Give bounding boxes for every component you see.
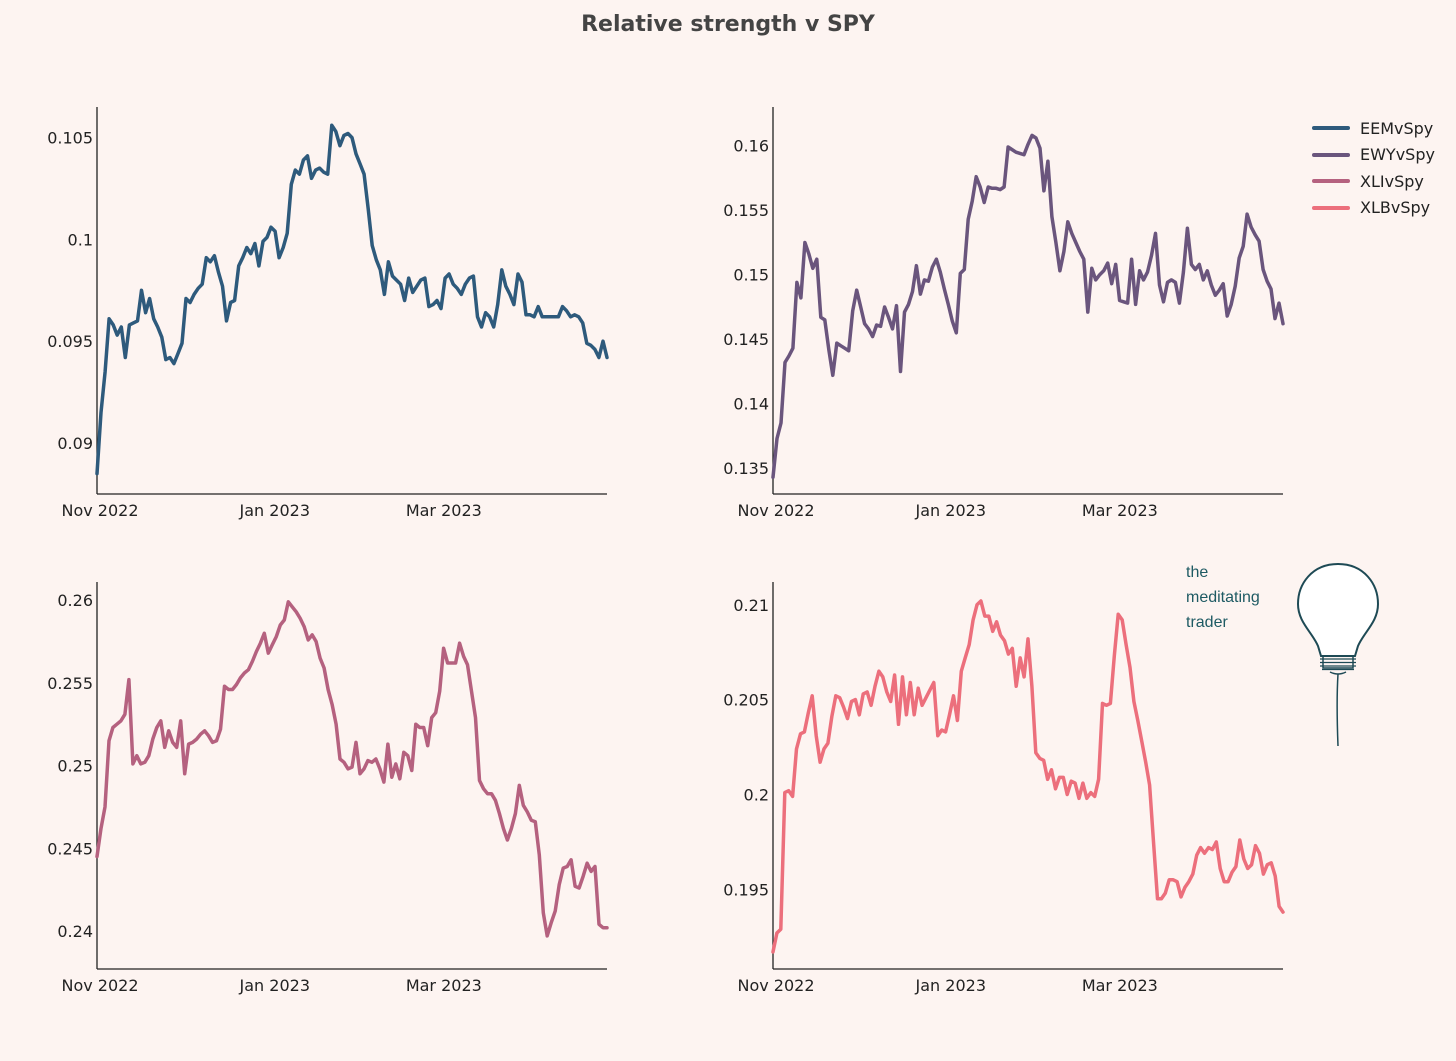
legend-swatch <box>1312 126 1350 131</box>
legend-label: EWYvSpy <box>1360 145 1435 165</box>
x-tick-label: Jan 2023 <box>915 976 986 995</box>
legend-label: EEMvSpy <box>1360 118 1434 138</box>
y-tick-label: 0.09 <box>57 434 93 453</box>
x-tick-label: Jan 2023 <box>915 501 986 520</box>
chart-title: Relative strength v SPY <box>581 12 875 37</box>
x-tick-label: Jan 2023 <box>239 501 310 520</box>
y-tick-label: 0.095 <box>47 332 93 351</box>
x-tick-label: Nov 2022 <box>737 976 814 995</box>
x-tick-label: Nov 2022 <box>61 501 138 520</box>
legend-swatch <box>1312 179 1350 184</box>
legend-item-ewyvspy[interactable]: EWYvSpy <box>1312 142 1435 169</box>
y-tick-label: 0.26 <box>57 591 93 610</box>
legend-item-eemvspy[interactable]: EEMvSpy <box>1312 115 1435 142</box>
legend-swatch <box>1312 205 1350 210</box>
series-line-ewyvspy <box>771 133 1285 479</box>
y-tick-label: 0.16 <box>733 137 769 156</box>
legend-item-xlivspy[interactable]: XLIvSpy <box>1312 168 1435 195</box>
logo-text-line: the <box>1186 564 1209 581</box>
y-tick-label: 0.145 <box>723 330 769 349</box>
y-tick-label: 0.205 <box>723 691 769 710</box>
y-tick-label: 0.135 <box>723 459 769 478</box>
lightbulb-icon <box>1296 562 1380 747</box>
x-tick-label: Nov 2022 <box>61 976 138 995</box>
y-tick-label: 0.255 <box>47 674 93 693</box>
x-tick-label: Mar 2023 <box>406 976 482 995</box>
legend-label: XLIvSpy <box>1360 171 1424 191</box>
x-tick-label: Nov 2022 <box>737 501 814 520</box>
logo-text-line: meditating <box>1186 589 1260 606</box>
y-tick-label: 0.25 <box>57 757 93 776</box>
x-tick-label: Mar 2023 <box>406 501 482 520</box>
legend-label: XLBvSpy <box>1360 198 1431 218</box>
legend-swatch <box>1312 152 1350 157</box>
x-tick-label: Mar 2023 <box>1082 976 1158 995</box>
legend: EEMvSpy EWYvSpy XLIvSpy XLBvSpy <box>1312 115 1435 221</box>
y-tick-label: 0.14 <box>733 395 769 414</box>
series-line-xlbvspy <box>771 599 1285 954</box>
y-tick-label: 0.195 <box>723 880 769 899</box>
y-tick-label: 0.24 <box>57 922 93 941</box>
logo-text: the meditating trader <box>1186 560 1260 635</box>
y-tick-label: 0.1 <box>68 230 93 249</box>
legend-item-xlbvspy[interactable]: XLBvSpy <box>1312 195 1435 222</box>
y-tick-label: 0.21 <box>733 596 769 615</box>
watermark-logo: the meditating trader <box>1186 560 1386 750</box>
y-tick-label: 0.15 <box>733 266 769 285</box>
y-tick-label: 0.2 <box>744 785 769 804</box>
y-tick-label: 0.245 <box>47 839 93 858</box>
series-line-eemvspy <box>95 123 609 476</box>
y-tick-label: 0.105 <box>47 129 93 148</box>
y-tick-label: 0.155 <box>723 201 769 220</box>
logo-text-line: trader <box>1186 614 1228 631</box>
x-tick-label: Mar 2023 <box>1082 501 1158 520</box>
series-line-xlivspy <box>95 600 609 938</box>
x-tick-label: Jan 2023 <box>239 976 310 995</box>
